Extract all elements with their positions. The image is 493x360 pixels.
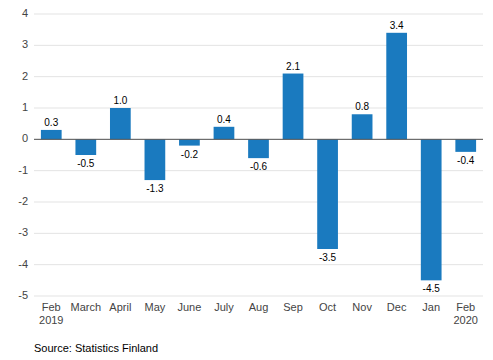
x-tick-line: March [71,301,102,313]
x-tick-line: Jan [422,301,440,313]
bar [41,130,62,139]
grid-line [34,45,483,46]
x-tick-label: Feb2019 [39,301,63,326]
bar [145,139,166,180]
data-label: -0.2 [181,149,199,160]
bar [248,139,269,158]
data-label: 1.0 [113,95,127,106]
bar [179,139,200,145]
bar [317,139,338,249]
x-tick-line: Nov [352,301,372,313]
x-tick-line: May [144,301,165,313]
x-tick-line: Sep [283,301,303,313]
x-tick-line: Aug [249,301,269,313]
bars [41,33,476,281]
y-tick-label: -5 [18,289,28,301]
data-label: 0.4 [217,114,231,125]
grid-line [34,202,483,203]
baseline [34,139,483,140]
x-tick-line: July [214,301,234,313]
y-tick-label: 1 [22,101,28,113]
x-tick-label: March [71,301,102,313]
bar [110,108,131,139]
x-tick-label: Oct [319,301,336,313]
bar [283,74,304,140]
grid-line [34,14,483,15]
x-tick-label: May [144,301,165,313]
y-tick-label: -1 [18,164,28,176]
data-label: 0.8 [355,101,369,112]
bar [352,114,373,139]
bar [214,127,235,140]
grid-line [34,233,483,234]
grid-line [34,108,483,109]
grid-line [34,139,483,140]
y-tick-label: -4 [18,258,28,270]
y-tick-label: -2 [18,195,28,207]
x-tick-label: Dec [387,301,407,313]
data-label: -0.6 [250,161,268,172]
source-note: Source: Statistics Finland [34,342,158,354]
grid-line [34,264,483,265]
bar [455,139,476,152]
y-tick-label: 2 [22,70,28,82]
y-tick-label: 4 [22,7,28,19]
x-tick-line: Feb [42,301,61,313]
x-tick-line: April [109,301,131,313]
data-label: -3.5 [319,252,337,263]
x-tick-label: Sep [283,301,303,313]
x-tick-label: Feb2020 [453,301,477,326]
x-tick-label: April [109,301,131,313]
data-label: 2.1 [286,61,300,72]
bar [386,33,407,140]
y-tick-label: -3 [18,226,28,238]
x-tick-label: July [214,301,234,313]
y-tick-label: 3 [22,38,28,50]
data-label: -1.3 [146,183,164,194]
x-tick-label: Aug [249,301,269,313]
x-tick-label: Jan [422,301,440,313]
data-label: 3.4 [390,20,404,31]
chart-container: -5 -4 -3 -2 -1 0 1 2 3 4 0.3 -0.5 1.0 -1.3 -0.2 0.4 -0.6… [0,0,493,360]
y-tick-label: 0 [22,132,28,144]
grid-line [34,296,483,297]
x-tick-line: June [177,301,201,313]
bar [75,139,96,155]
x-tick-label: June [177,301,201,313]
x-tick-line: 2020 [453,314,477,326]
x-tick-label: Nov [352,301,372,313]
x-tick-line: Feb [456,301,475,313]
data-label: 0.3 [44,117,58,128]
data-label: -4.5 [423,283,441,294]
x-tick-line: 2019 [39,314,63,326]
x-tick-line: Oct [319,301,336,313]
bar [421,139,442,280]
data-label: -0.5 [77,158,95,169]
grid-line [34,76,483,77]
data-label: -0.4 [457,155,475,166]
chart: -5 -4 -3 -2 -1 0 1 2 3 4 0.3 -0.5 1.0 -1.3 -0.2 0.4 -0.6… [0,0,493,360]
x-tick-line: Dec [387,301,407,313]
grid [34,14,483,296]
